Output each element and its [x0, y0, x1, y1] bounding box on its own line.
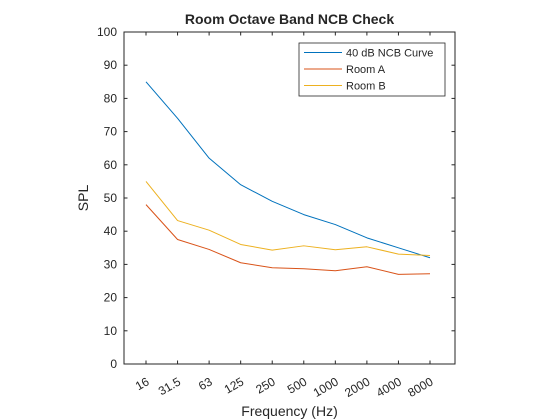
- legend-entry-label: Room B: [346, 81, 386, 93]
- series-line-room-b: [145, 181, 431, 256]
- y-tick-label: 60: [104, 158, 118, 172]
- y-tick-label: 90: [104, 58, 118, 72]
- x-tick-label: 8000: [405, 374, 435, 400]
- x-tick-label: 2000: [342, 374, 372, 400]
- legend-entry-label: 40 dB NCB Curve: [346, 48, 433, 60]
- x-tick-label: 4000: [374, 374, 404, 400]
- y-axis: 0 10 20 30 40 50 60 70 80 90 100: [97, 25, 455, 371]
- y-tick-label: 100: [97, 25, 117, 39]
- x-tick-label: 500: [285, 374, 310, 396]
- x-tick-label: 125: [222, 374, 247, 396]
- x-tick-label: 16: [133, 374, 152, 393]
- x-tick-label: 63: [196, 374, 215, 393]
- chart-title: Room Octave Band NCB Check: [185, 11, 394, 27]
- x-tick-label: 31.5: [156, 374, 184, 398]
- x-tick-label: 1000: [311, 374, 341, 400]
- x-tick-label: 250: [253, 374, 278, 396]
- legend-entry-label: Room A: [346, 64, 386, 76]
- y-tick-label: 10: [104, 324, 118, 338]
- legend: 40 dB NCB Curve Room A Room B: [298, 42, 446, 97]
- series-line-40-db-ncb-curve: [145, 81, 431, 259]
- y-tick-label: 80: [104, 91, 118, 105]
- y-tick-label: 30: [104, 257, 118, 271]
- y-tick-label: 40: [104, 224, 118, 238]
- y-tick-label: 70: [104, 125, 118, 139]
- y-axis-label: SPL: [75, 185, 91, 212]
- y-tick-label: 50: [104, 191, 118, 205]
- y-tick-label: 20: [104, 291, 118, 305]
- y-tick-label: 0: [110, 357, 117, 371]
- series-layer: [145, 81, 431, 275]
- x-axis-label: Frequency (Hz): [241, 403, 337, 419]
- series-line-room-a: [145, 204, 431, 275]
